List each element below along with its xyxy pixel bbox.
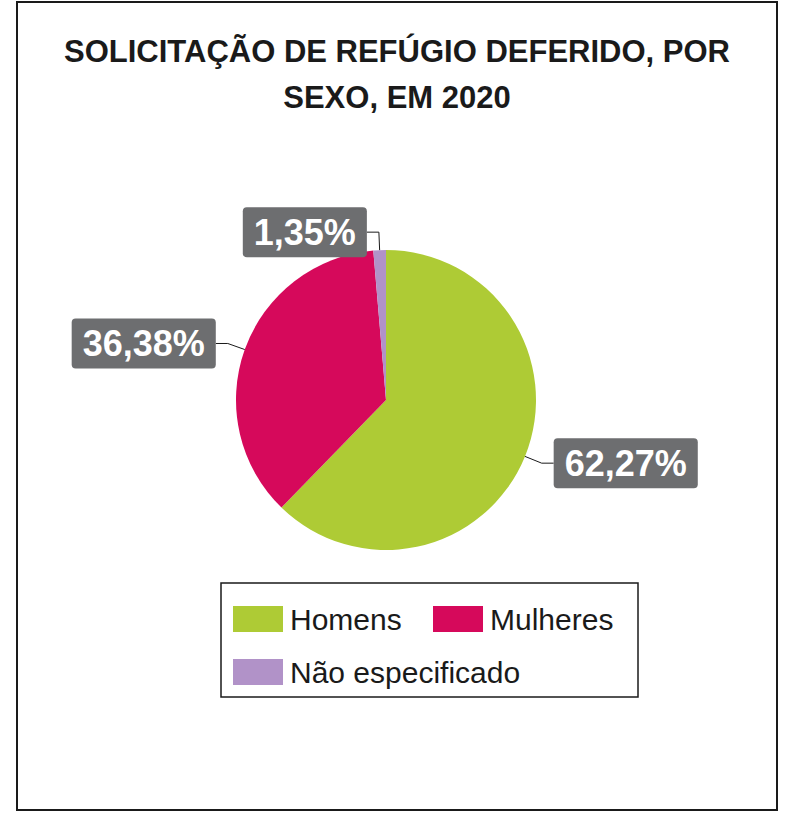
leader-line <box>525 456 554 463</box>
slice <box>373 250 386 400</box>
title: SOLICITAÇÃO DE REFÚGIO DEFERIDO, POR SEXO… <box>64 33 730 115</box>
data-label: 1,35% <box>254 212 356 253</box>
chart: SOLICITAÇÃO DE REFÚGIO DEFERIDO, POR SEXO… <box>0 0 794 814</box>
legend: Homens Mulheres Não especificado <box>221 583 638 697</box>
slice <box>236 251 386 508</box>
leader-line <box>367 232 380 250</box>
data-label-box <box>554 438 698 488</box>
leader-line <box>216 343 245 349</box>
data-label-box <box>243 207 367 257</box>
pie <box>236 250 536 550</box>
title-line: SEXO, EM 2020 <box>283 80 510 115</box>
legend-label: Não especificado <box>290 656 520 689</box>
legend-swatch <box>233 659 283 685</box>
data-label: 62,27% <box>565 443 687 484</box>
data-labels: 62,27% 36,38% 1,35% <box>72 207 698 488</box>
data-label-box <box>72 318 216 368</box>
frame <box>17 2 777 810</box>
legend-label: Mulheres <box>490 603 613 636</box>
title-line: SOLICITAÇÃO DE REFÚGIO DEFERIDO, POR <box>64 33 730 69</box>
legend-box <box>221 583 638 697</box>
legend-label: Homens <box>290 603 402 636</box>
legend-swatch <box>433 606 483 632</box>
legend-swatch <box>233 606 283 632</box>
data-label: 36,38% <box>83 323 205 364</box>
